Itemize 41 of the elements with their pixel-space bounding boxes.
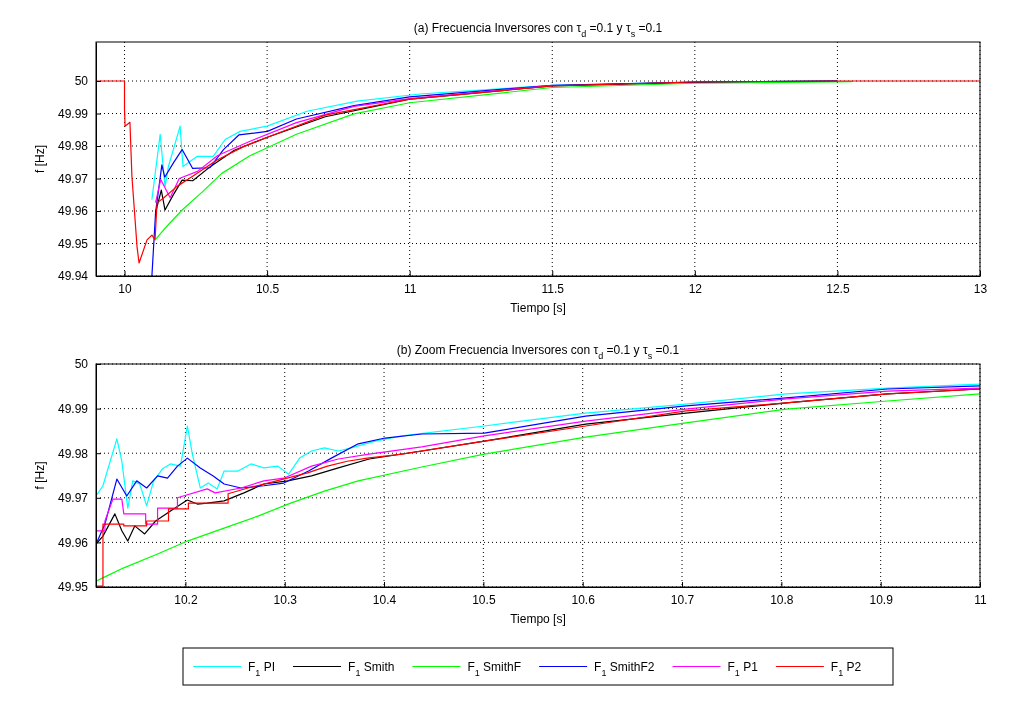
legend-label: F$_{1}$ P1: [727, 659, 759, 678]
chart-title: (a) Frecuencia Inversores con τ$_{d}$ =0.1 y τ$_{s}$ =0.1: [413, 21, 663, 39]
y-tick-label: 49.98: [57, 139, 89, 154]
x-tick-label: 10.6: [571, 592, 596, 607]
x-tick-label: 10.7: [670, 592, 695, 607]
x-tick-label: 11.5: [541, 281, 565, 296]
legend-label: F$_{1}$ SmithF2: [594, 659, 655, 678]
x-tick-label: 11: [974, 592, 988, 607]
y-tick-label: 50: [74, 74, 89, 89]
y-tick-label: 49.99: [57, 106, 89, 121]
chart-title: (b) Zoom Frecuencia Inversores con τ$_{d}$ =0.1 y τ$_{s}$ =0.1: [396, 343, 680, 361]
x-tick-label: 10.4: [372, 592, 397, 607]
y-tick-label: 49.96: [57, 535, 89, 550]
x-tick-label: 10.9: [869, 592, 894, 607]
x-tick-label: 10.5: [472, 592, 496, 607]
y-tick-label: 49.94: [57, 269, 89, 284]
legend-label: F$_{1}$ P2: [830, 659, 862, 678]
y-tick-label: 49.97: [57, 491, 89, 506]
y-tick-label: 49.95: [57, 236, 89, 251]
y-tick-label: 49.99: [57, 401, 89, 416]
x-tick-label: 10.8: [770, 592, 794, 607]
x-tick-label: 10.2: [174, 592, 198, 607]
x-tick-label: 11: [403, 281, 417, 296]
x-tick-label: 13: [973, 281, 988, 296]
x-axis-title: Tiempo [s]: [510, 612, 566, 626]
x-tick-label: 10: [118, 281, 133, 296]
legend-label: F$_{1}$ SmithF: [467, 659, 522, 678]
y-tick-label: 49.95: [57, 580, 89, 595]
x-tick-label: 10.3: [273, 592, 298, 607]
y-tick-label: 49.96: [57, 204, 89, 219]
y-tick-label: 50: [74, 357, 89, 372]
legend-label: F$_{1}$ Smith: [348, 659, 395, 678]
x-axis-title: Tiempo [s]: [510, 301, 566, 315]
y-axis-title: f [Hz]: [33, 144, 47, 174]
x-tick-label: 12.5: [826, 281, 850, 296]
y-tick-label: 49.97: [57, 171, 89, 186]
y-axis-title: f [Hz]: [33, 461, 47, 490]
x-tick-label: 10.5: [255, 281, 280, 296]
x-tick-label: 12: [688, 281, 703, 296]
y-tick-label: 49.98: [57, 446, 89, 461]
legend-label: F$_{1}$ PI: [248, 659, 276, 678]
